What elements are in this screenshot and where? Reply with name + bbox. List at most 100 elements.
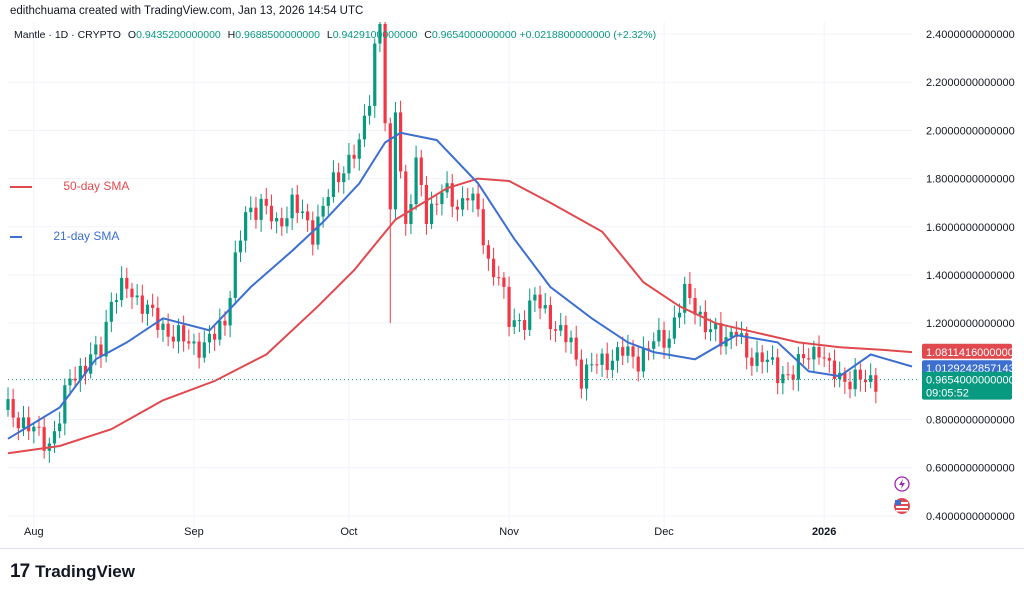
candle-body: [42, 427, 46, 451]
candle-body: [822, 357, 826, 359]
sma50-tag-value: 1.0811416000000: [926, 347, 1014, 359]
candle-body: [559, 325, 563, 331]
last-price-tag-value: 0.9654000000000: [926, 375, 1015, 387]
candle-body: [63, 385, 67, 424]
y-tick-label: 2.2000000000000: [926, 77, 1015, 89]
sma21-legend-label: 21-day SMA: [53, 229, 120, 243]
candle-body: [264, 198, 268, 206]
candle-body: [548, 305, 553, 330]
candle-body: [863, 379, 868, 383]
candle-body: [306, 211, 310, 221]
candle-body: [522, 320, 527, 330]
flag-icon[interactable]: [894, 498, 910, 514]
low-value: 0.9429100000000: [332, 29, 418, 41]
candle-body: [176, 325, 181, 342]
sma50-legend-label: 50-day SMA: [63, 179, 130, 193]
candle-body: [471, 193, 475, 201]
tradingview-brand[interactable]: 17 TradingView: [10, 561, 135, 583]
candle-body: [569, 337, 573, 343]
candle-body: [171, 336, 175, 342]
high-value: 0.9688500000000: [235, 29, 320, 41]
y-tick-label: 0.6000000000000: [926, 463, 1015, 475]
candle-body: [626, 346, 630, 356]
candle-body: [615, 347, 620, 361]
price-axis[interactable]: 2.4000000000000 2.2000000000000 2.00000000…: [926, 29, 1015, 523]
candle-body: [543, 305, 547, 309]
candle-body: [11, 399, 15, 418]
high-label: H: [227, 29, 236, 41]
low-label: L: [326, 29, 333, 41]
candle-body: [807, 358, 811, 360]
candle-body: [89, 354, 93, 374]
last-price-tag-countdown: 09:05:52: [926, 388, 969, 400]
candle-body: [631, 346, 635, 357]
candle-body: [280, 218, 284, 227]
candle-body: [192, 341, 196, 344]
candle-body: [151, 304, 155, 308]
candle-body: [295, 194, 299, 213]
candle-body: [786, 374, 790, 376]
sma21-tag-bg: [922, 360, 1012, 376]
candle-body: [812, 346, 816, 360]
candle-body: [352, 154, 356, 159]
grid-lines: [8, 22, 912, 540]
open-label: O: [127, 29, 137, 41]
candle-body: [73, 378, 77, 381]
candle-body: [869, 375, 873, 383]
alert-icon[interactable]: [894, 476, 910, 492]
close-label: C: [424, 29, 432, 41]
candle-body: [610, 360, 614, 370]
candle-body: [207, 333, 212, 343]
candle-body: [791, 374, 795, 380]
candle-body: [698, 311, 702, 315]
candle-body: [502, 277, 506, 287]
candle-body: [765, 359, 769, 362]
candle-body: [166, 323, 170, 337]
candle-body: [590, 364, 594, 366]
candle-body: [688, 283, 692, 299]
candle-body: [770, 357, 775, 360]
candle-body: [874, 375, 878, 392]
y-tick-label: 1.6000000000000: [926, 222, 1015, 234]
candle-body: [429, 203, 434, 225]
candle-body: [755, 352, 759, 366]
brand-name: TradingView: [35, 562, 135, 581]
candle-body: [817, 346, 821, 358]
candle-body: [595, 364, 599, 366]
candle-body: [21, 417, 26, 429]
candle-body: [99, 344, 103, 357]
y-tick-label: 0.8000000000000: [926, 415, 1015, 427]
y-tick-label: 1.4000000000000: [926, 270, 1015, 282]
candle-body: [378, 23, 382, 44]
candle-body: [579, 359, 583, 389]
candle-body: [853, 369, 857, 390]
candle-body: [481, 209, 485, 246]
candle-body: [347, 154, 351, 174]
candle-body: [233, 252, 237, 298]
symbol-label[interactable]: Mantle · 1D · CRYPTO: [14, 29, 121, 41]
candle-body: [249, 207, 253, 213]
time-axis[interactable]: Aug Sep Oct Nov Dec 2026: [24, 526, 836, 538]
sma21-line: [7, 131, 913, 440]
y-tick-label: 1.2000000000000: [926, 318, 1015, 330]
candle-body: [16, 417, 20, 429]
candle-body: [517, 320, 522, 322]
candle-body: [197, 341, 201, 358]
y-tick-label: 0.4000000000000: [926, 511, 1015, 523]
footer-bar: 17 TradingView: [0, 548, 1024, 596]
candle-body: [6, 399, 10, 410]
candle-body: [683, 283, 687, 313]
candle-body: [269, 205, 274, 222]
candle-body: [636, 356, 640, 372]
candle-body: [760, 352, 764, 362]
last-price-tag-bg: [922, 371, 1012, 400]
candle-body: [466, 198, 470, 201]
candle-body: [858, 369, 862, 380]
candle-body: [843, 372, 847, 382]
sma50-tag-bg: [922, 343, 1012, 359]
sma21-legend: 21-day SMA: [10, 229, 119, 243]
price-chart[interactable]: 2.4000000000000 2.2000000000000 2.00000000…: [0, 0, 1024, 548]
candle-body: [145, 304, 150, 314]
candle-body: [708, 329, 713, 333]
candles: [6, 22, 878, 463]
